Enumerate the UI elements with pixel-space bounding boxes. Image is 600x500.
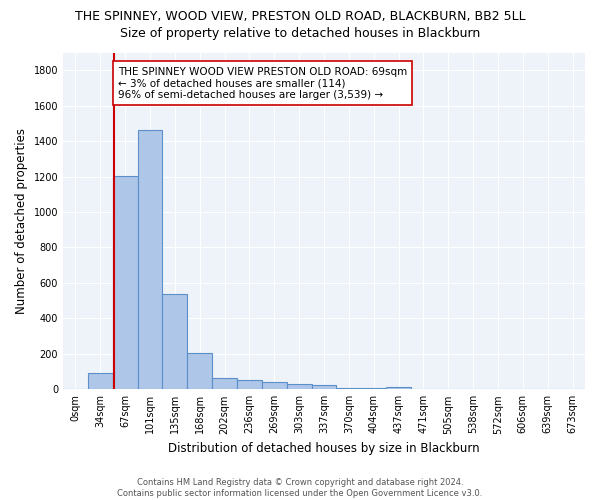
Y-axis label: Number of detached properties: Number of detached properties [15,128,28,314]
Bar [137,130,163,390]
Bar [212,378,237,390]
Bar [386,386,411,390]
X-axis label: Distribution of detached houses by size in Blackburn: Distribution of detached houses by size … [168,442,480,455]
Bar [337,388,361,390]
Bar [88,374,113,390]
Text: THE SPINNEY WOOD VIEW PRESTON OLD ROAD: 69sqm
← 3% of detached houses are smalle: THE SPINNEY WOOD VIEW PRESTON OLD ROAD: … [118,66,407,100]
Bar [237,380,262,390]
Bar [287,384,311,390]
Text: THE SPINNEY, WOOD VIEW, PRESTON OLD ROAD, BLACKBURN, BB2 5LL: THE SPINNEY, WOOD VIEW, PRESTON OLD ROAD… [74,10,526,23]
Text: Size of property relative to detached houses in Blackburn: Size of property relative to detached ho… [120,28,480,40]
Bar [163,294,187,390]
Bar [113,176,137,390]
Bar [311,385,337,390]
Bar [262,382,287,390]
Bar [361,388,386,390]
Text: Contains HM Land Registry data © Crown copyright and database right 2024.
Contai: Contains HM Land Registry data © Crown c… [118,478,482,498]
Bar [187,353,212,390]
